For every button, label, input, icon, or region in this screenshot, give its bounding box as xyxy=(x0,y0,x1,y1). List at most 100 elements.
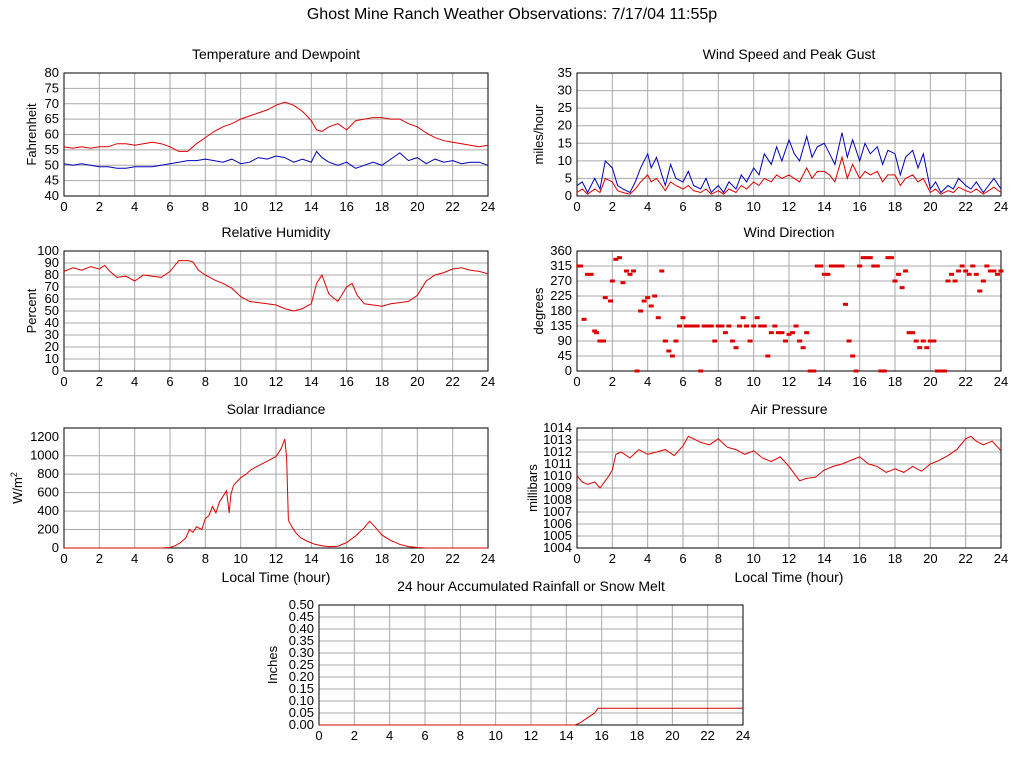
wdir-point xyxy=(984,264,990,268)
wdir-point xyxy=(807,369,813,373)
wdir-point xyxy=(581,317,587,321)
x-tick-label: 8 xyxy=(715,199,722,214)
y-tick-label: 30 xyxy=(558,83,572,98)
wdir-point xyxy=(846,339,852,343)
y-tick-label: 1009 xyxy=(543,480,572,495)
x-tick-label: 18 xyxy=(888,374,902,389)
wdir-point xyxy=(623,269,629,273)
wdir-point xyxy=(597,339,603,343)
y-tick-label: 200 xyxy=(37,522,59,537)
wdir-point xyxy=(814,264,820,268)
x-tick-label: 0 xyxy=(60,374,67,389)
rain-ylabel: Inches xyxy=(265,645,280,684)
solar-xlabel: Local Time (hour) xyxy=(222,569,331,585)
x-tick-label: 0 xyxy=(573,551,580,566)
wdir-ylabel-text: degrees xyxy=(531,287,546,334)
wdir-point xyxy=(578,264,584,268)
y-tick-label: 0.40 xyxy=(289,621,314,636)
wdir-point xyxy=(684,324,690,328)
x-tick-label: 22 xyxy=(445,199,459,214)
x-tick-label: 0 xyxy=(573,374,580,389)
x-tick-label: 14 xyxy=(817,199,831,214)
wdir-point xyxy=(652,294,658,298)
x-tick-label: 20 xyxy=(923,551,937,566)
wdir-point xyxy=(821,272,827,276)
pressure-series-red-line xyxy=(576,435,1002,489)
y-tick-label: 0.45 xyxy=(289,609,314,624)
solar-title: Solar Irradiance xyxy=(227,401,326,417)
x-tick-label: 2 xyxy=(609,551,616,566)
wdir-title: Wind Direction xyxy=(743,224,834,240)
y-tick-label: 1004 xyxy=(543,540,572,555)
wdir-point xyxy=(585,272,591,276)
x-tick-label: 24 xyxy=(481,374,495,389)
y-tick-label: 0.30 xyxy=(289,645,314,660)
wdir-point xyxy=(864,256,870,260)
y-tick-label: 600 xyxy=(37,485,59,500)
wdir-point xyxy=(655,316,661,320)
x-tick-label: 4 xyxy=(644,199,651,214)
rain-title: 24 hour Accumulated Rainfall or Snow Mel… xyxy=(397,578,665,594)
y-tick-label: 0 xyxy=(565,188,572,203)
wind-series-blue-line xyxy=(576,132,1002,194)
y-tick-label: 40 xyxy=(45,315,59,330)
wdir-point xyxy=(881,369,887,373)
wdir-point xyxy=(825,272,831,276)
wdir-point xyxy=(910,331,916,335)
y-tick-label: 20 xyxy=(45,339,59,354)
wdir-point xyxy=(970,264,976,268)
x-tick-label: 6 xyxy=(679,374,686,389)
y-tick-label: 90 xyxy=(558,333,572,348)
wdir-point xyxy=(920,339,926,343)
wdir-point xyxy=(779,331,785,335)
y-tick-label: 80 xyxy=(45,267,59,282)
x-tick-label: 4 xyxy=(644,374,651,389)
wdir-point xyxy=(878,369,884,373)
wind-title: Wind Speed and Peak Gust xyxy=(703,46,876,62)
x-tick-label: 24 xyxy=(481,199,495,214)
wdir-point xyxy=(927,339,933,343)
x-tick-label: 14 xyxy=(817,551,831,566)
x-tick-label: 24 xyxy=(481,551,495,566)
wdir-point xyxy=(938,369,944,373)
x-tick-label: 22 xyxy=(958,374,972,389)
wdir-point xyxy=(941,369,947,373)
wdir-point xyxy=(648,304,654,308)
y-tick-label: 0 xyxy=(52,540,59,555)
wdir-point xyxy=(977,289,983,293)
solar-series-red-line xyxy=(64,438,488,549)
pressure-ylabel: millibars xyxy=(525,464,540,512)
wdir-point xyxy=(874,264,880,268)
x-tick-label: 24 xyxy=(994,199,1008,214)
wdir-point xyxy=(775,331,781,335)
x-tick-label: 10 xyxy=(746,374,760,389)
wdir-point xyxy=(850,354,856,358)
y-tick-label: 1007 xyxy=(543,504,572,519)
page-title: Ghost Mine Ranch Weather Observations: 7… xyxy=(306,6,718,23)
wdir-point xyxy=(726,324,732,328)
x-tick-label: 4 xyxy=(131,374,138,389)
x-tick-label: 14 xyxy=(304,199,318,214)
y-tick-label: 50 xyxy=(45,303,59,318)
x-tick-label: 10 xyxy=(746,199,760,214)
y-tick-label: 75 xyxy=(45,80,59,95)
wdir-point xyxy=(680,316,686,320)
wdir-point xyxy=(998,269,1004,273)
wdir-point xyxy=(931,339,937,343)
x-tick-label: 10 xyxy=(233,551,247,566)
x-tick-label: 20 xyxy=(410,199,424,214)
y-tick-label: 80 xyxy=(45,65,59,80)
x-tick-label: 16 xyxy=(594,728,608,743)
plot-frame xyxy=(63,427,489,549)
y-tick-label: 25 xyxy=(558,100,572,115)
y-tick-label: 50 xyxy=(45,157,59,172)
y-tick-label: 0.25 xyxy=(289,657,314,672)
x-tick-label: 0 xyxy=(60,551,67,566)
x-tick-label: 16 xyxy=(339,551,353,566)
x-tick-label: 16 xyxy=(339,199,353,214)
wdir-point xyxy=(906,331,912,335)
y-tick-label: 45 xyxy=(558,348,572,363)
wdir-point xyxy=(676,324,682,328)
